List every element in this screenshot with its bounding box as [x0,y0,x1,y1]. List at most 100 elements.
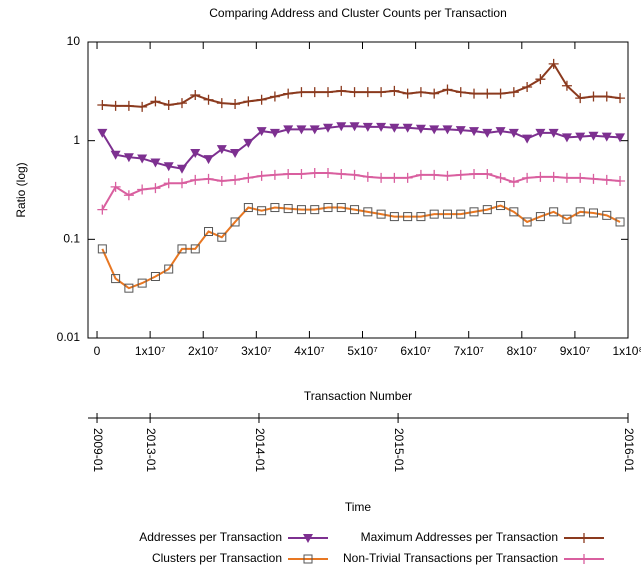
data-point [309,168,320,179]
time-tick-label: 2015-01 [392,428,406,472]
data-point [508,87,519,98]
x-tick-label: 1x10⁸ [612,344,641,358]
data-point [269,128,280,138]
data-point [123,100,134,111]
data-point [429,169,440,180]
data-point [615,217,625,227]
legend-marker [579,554,589,564]
data-point [323,168,333,179]
data-point [455,169,466,180]
data-point [376,172,387,183]
data-point [442,84,453,95]
data-point [243,138,254,148]
x-tick-label: 4x10⁷ [294,344,324,358]
data-point [508,177,519,188]
data-point [402,172,413,183]
data-point [124,283,134,293]
plot-frame [87,41,629,339]
data-point [283,88,294,99]
data-point [363,207,373,217]
data-point [455,87,466,98]
data-point [442,170,453,181]
data-point [403,212,413,222]
legend-label: Addresses per Transaction [139,530,282,544]
data-point [309,87,320,98]
data-point [349,169,360,180]
data-point [415,87,426,98]
data-point [575,172,586,183]
data-point [602,210,612,220]
data-point [429,88,440,99]
data-point [150,183,161,194]
data-point [150,96,161,107]
data-point [203,155,214,165]
data-point [495,88,506,99]
data-point [270,203,280,213]
data-point [323,123,333,133]
data-point [150,272,160,282]
series-line [102,62,621,108]
data-point [176,98,187,109]
data-point [588,173,599,184]
data-point [190,244,200,254]
data-point [415,124,426,134]
data-point [163,162,174,172]
data-point [376,87,387,98]
x-axis-label: Transaction Number [304,389,412,403]
data-point [456,209,466,219]
data-point [216,145,227,155]
series-line [101,125,621,170]
data-point [429,125,440,135]
data-point [469,168,480,179]
data-point [110,100,121,111]
x-tick-label: 1x10⁷ [135,344,165,358]
data-point [163,99,174,110]
data-point [389,212,399,222]
data-point [163,178,174,189]
legend-label: Clusters per Transaction [152,551,282,565]
data-point [137,154,148,164]
data-point [362,171,373,182]
data-point [601,132,612,142]
data-point [522,217,532,227]
data-point [257,206,267,216]
data-point [455,126,466,136]
data-point [402,88,413,99]
data-point [429,209,439,219]
x-tick-label: 9x10⁷ [560,344,590,358]
data-point [137,101,148,112]
data-point [522,81,533,92]
time-tick-label: 2016-01 [622,428,636,472]
x-tick-label: 0 [94,344,101,358]
data-point [336,85,347,96]
data-point [97,128,108,138]
data-point [362,87,373,98]
data-point [217,232,227,242]
data-point [336,168,347,179]
data-point [495,172,506,183]
data-point [190,148,201,158]
data-point [190,174,201,185]
data-point [389,123,400,133]
data-point [336,122,347,132]
data-point [615,93,626,104]
data-point [561,133,572,143]
data-point [296,87,307,98]
data-point [309,125,320,135]
data-point [588,208,598,218]
legend-label: Maximum Addresses per Transaction [361,530,558,544]
data-point [269,169,280,180]
data-point [496,201,506,211]
data-point [230,174,241,185]
data-point [176,178,187,189]
data-point [588,131,599,141]
data-point [203,173,214,184]
data-point [495,127,506,137]
data-point [123,190,134,201]
time-tick-label: 2009-01 [91,428,105,472]
x-tick-label: 3x10⁷ [241,344,271,358]
legend-label: Non-Trivial Transactions per Transaction [343,551,558,565]
series-line [101,172,621,211]
